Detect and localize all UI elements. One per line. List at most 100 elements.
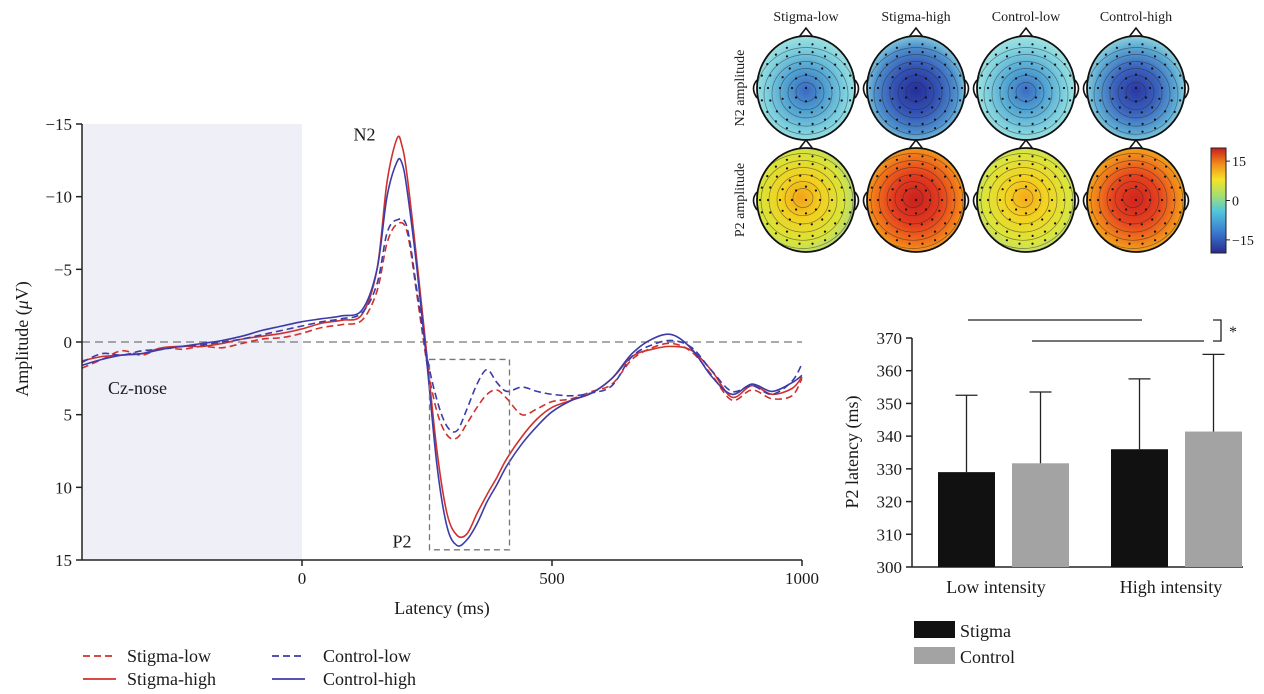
electrode-dot bbox=[798, 163, 801, 166]
electrode-dot bbox=[760, 99, 763, 102]
electrode-dot bbox=[914, 185, 918, 188]
nose-icon bbox=[1128, 26, 1144, 38]
electrode-dot bbox=[1104, 53, 1107, 56]
electrode-dot bbox=[1160, 86, 1164, 90]
electrode-dot bbox=[1062, 86, 1066, 90]
bar-high-intensity-control bbox=[1185, 431, 1242, 567]
electrode-dot bbox=[950, 186, 953, 189]
electrode-dot bbox=[921, 51, 924, 54]
electrode-dot bbox=[1115, 239, 1118, 242]
electrode-dot bbox=[804, 73, 808, 76]
bar-y-tick-label: 340 bbox=[877, 427, 903, 446]
colorbar bbox=[1210, 147, 1227, 254]
electrode-dot bbox=[914, 198, 918, 202]
electrode-dot bbox=[905, 96, 908, 99]
bar-category-low-intensity: Low intensity bbox=[946, 577, 1046, 597]
electrode-dot bbox=[978, 198, 982, 202]
electrode-dot bbox=[908, 242, 911, 245]
bar-y-tick-label: 310 bbox=[877, 525, 903, 544]
electrode-dot bbox=[775, 63, 778, 66]
electrode-dot bbox=[895, 46, 898, 49]
electrode-dot bbox=[1158, 188, 1161, 191]
contour-line bbox=[784, 181, 822, 217]
electrode-dot bbox=[769, 99, 772, 102]
electrode-dot bbox=[785, 118, 789, 121]
electrode-dot bbox=[1115, 230, 1119, 233]
electrode-dot bbox=[995, 63, 998, 66]
electrode-dot bbox=[1015, 77, 1018, 80]
peak-label-n2: N2 bbox=[354, 125, 376, 145]
electrode-dots bbox=[978, 155, 1074, 245]
electrode-dot bbox=[914, 86, 918, 90]
electrode-dot bbox=[834, 63, 837, 66]
electrode-dot bbox=[888, 198, 892, 202]
electrode-dot bbox=[953, 63, 956, 66]
electrode-dot bbox=[1063, 63, 1066, 66]
electrode-dot bbox=[1010, 86, 1014, 90]
legend-item-control-high: Control-high bbox=[272, 669, 416, 689]
erp-legend: Stigma-low Stigma-high Control-low Contr… bbox=[83, 646, 416, 689]
electrode-dots bbox=[1088, 155, 1184, 245]
electrode-dot bbox=[830, 86, 834, 90]
head-outline bbox=[866, 147, 966, 253]
electrode-dot bbox=[980, 74, 983, 77]
electrode-dot bbox=[1120, 86, 1124, 90]
ear-right-icon bbox=[1074, 79, 1080, 99]
electrode-dot bbox=[1118, 179, 1121, 182]
electrode-dot bbox=[1008, 218, 1011, 221]
electrode-dot bbox=[960, 86, 964, 90]
electrode-dot bbox=[814, 208, 817, 211]
electrode-dot bbox=[885, 63, 888, 66]
electrode-dot bbox=[1055, 165, 1058, 168]
electrode-dot bbox=[1105, 222, 1108, 225]
electrode-dot bbox=[940, 198, 944, 202]
electrode-dot bbox=[774, 232, 777, 235]
y-tick-label: −10 bbox=[45, 188, 72, 207]
electrode-dot bbox=[811, 51, 814, 54]
electrode-dot bbox=[1104, 165, 1107, 168]
electrode-dot bbox=[909, 62, 912, 65]
electrode-dot bbox=[1088, 198, 1092, 202]
electrode-dot bbox=[810, 174, 813, 177]
electrode-dot bbox=[868, 86, 872, 90]
electrode-dot bbox=[1055, 232, 1058, 235]
electrode-dot bbox=[868, 198, 872, 202]
electrode-dot bbox=[1141, 234, 1144, 237]
electrode-dot bbox=[944, 175, 947, 178]
electrode-dot bbox=[908, 163, 911, 166]
electrode-dot bbox=[1041, 106, 1044, 109]
electrode-dot bbox=[1005, 158, 1008, 161]
electrode-dot bbox=[924, 96, 927, 99]
electrode-dot bbox=[931, 67, 934, 70]
electrode-dot bbox=[835, 53, 838, 56]
electrode-dot bbox=[795, 189, 798, 192]
electrode-dot bbox=[989, 211, 992, 214]
electrode-dot bbox=[938, 209, 941, 212]
y-tick-label: 15 bbox=[55, 551, 72, 570]
electrode-dot bbox=[1105, 175, 1108, 178]
topomap-n2-amplitude-control-low bbox=[972, 26, 1080, 141]
electrode-dot bbox=[1118, 106, 1121, 109]
electrode-dot bbox=[830, 198, 834, 202]
electrode-dot bbox=[778, 86, 782, 90]
electrode-dot bbox=[1024, 212, 1028, 215]
bar-y-tick-label: 320 bbox=[877, 493, 903, 512]
legend-item-control-low: Control-low bbox=[272, 646, 411, 666]
electrode-dot bbox=[1170, 74, 1173, 77]
legend-label-control: Control bbox=[960, 647, 1015, 667]
electrode-dot bbox=[788, 67, 791, 70]
electrode-dot bbox=[814, 96, 817, 99]
electrode-dot bbox=[781, 76, 784, 79]
peak-label-p2: P2 bbox=[392, 531, 411, 551]
electrode-dot bbox=[1018, 234, 1021, 237]
electrode-dot bbox=[850, 198, 854, 202]
electrode-dot bbox=[1060, 211, 1063, 214]
electrode-dot bbox=[798, 242, 801, 245]
electrode-dot bbox=[1151, 106, 1154, 109]
series-line-stigma-low bbox=[81, 221, 803, 440]
electrode-dot bbox=[766, 110, 769, 113]
legend-label-stigma-high: Stigma-high bbox=[127, 669, 216, 689]
electrode-dot bbox=[1005, 230, 1009, 233]
electrode-dot bbox=[1164, 63, 1167, 66]
electrode-dot bbox=[798, 155, 801, 158]
